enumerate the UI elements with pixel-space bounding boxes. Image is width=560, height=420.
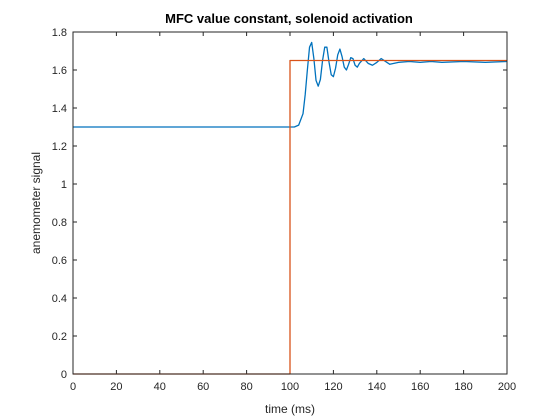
y-tick-label: 0.2 [52, 331, 67, 343]
y-tick-label: 0.4 [52, 293, 67, 305]
series-group [73, 41, 508, 375]
y-tick-label: 1.4 [52, 103, 67, 115]
y-tick-label: 1 [61, 179, 67, 191]
series-line-1 [73, 41, 508, 128]
x-tick-label: 40 [154, 381, 166, 393]
series-line-2 [73, 59, 507, 375]
y-tick-label: 1.6 [52, 65, 67, 77]
x-tick-label: 180 [454, 381, 472, 393]
x-tick-label: 20 [110, 381, 122, 393]
x-tick-label: 160 [411, 381, 429, 393]
y-tick-label: 0 [61, 369, 67, 381]
x-tick-label: 120 [324, 381, 342, 393]
x-tick-label: 100 [281, 381, 299, 393]
chart-title: MFC value constant, solenoid activation [165, 11, 413, 26]
y-tick-label: 1.8 [52, 27, 67, 39]
y-tick-label: 0.8 [52, 217, 67, 229]
y-tick-label: 1.2 [52, 141, 67, 153]
x-tick-label: 60 [197, 381, 209, 393]
axes-box [72, 31, 508, 375]
x-tick-label: 200 [498, 381, 516, 393]
x-tick-label: 140 [368, 381, 386, 393]
x-tick-label: 80 [240, 381, 252, 393]
y-tick-label: 0.6 [52, 255, 67, 267]
tick-group: 0 20 40 60 80 100 120 140 160 180 200 0 0.2 0.4 0.6 0.8… [52, 27, 516, 393]
x-tick-label: 0 [70, 381, 76, 393]
x-axis-label: time (ms) [265, 402, 315, 416]
y-axis-label: anemometer signal [29, 152, 43, 254]
